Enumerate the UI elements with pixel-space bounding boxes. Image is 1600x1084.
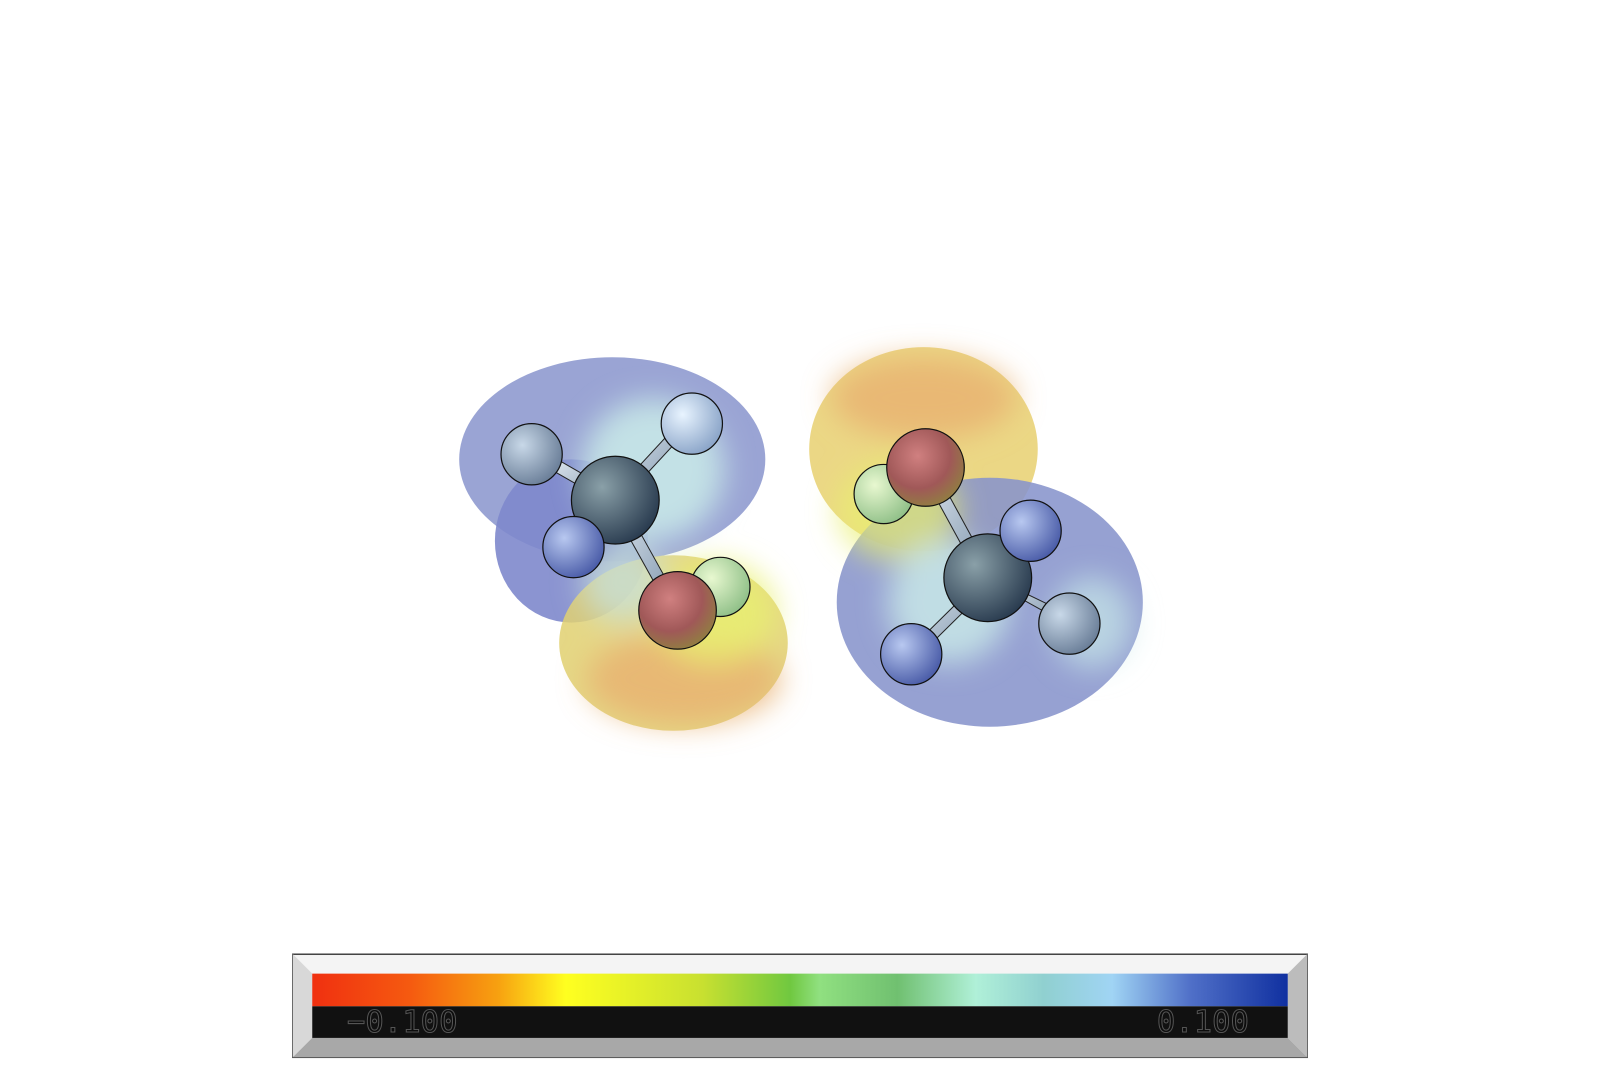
atoms [500,392,1101,686]
min-label: −0.100 [347,1005,458,1040]
gradient [312,973,1288,1007]
color-bar: −0.100 0.100 [292,953,1308,1059]
surface-left [459,357,788,731]
max-label: 0.100 [1157,1005,1249,1040]
label-band [312,1006,1288,1038]
